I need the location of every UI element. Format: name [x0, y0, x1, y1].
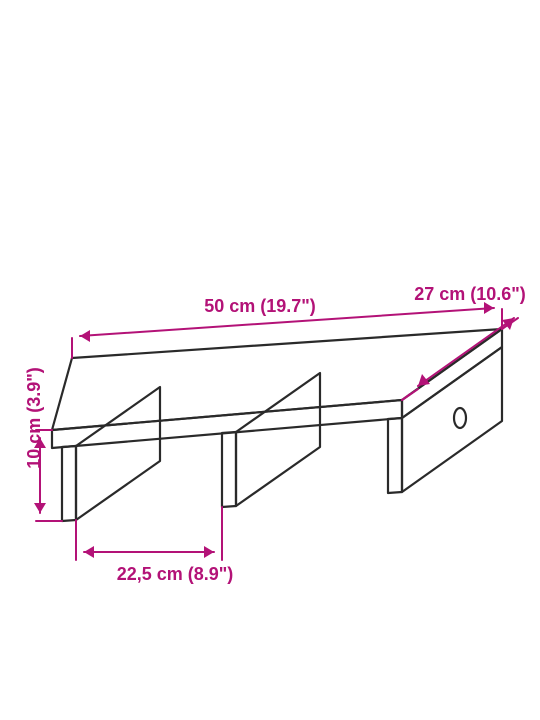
dimension-diagram: 50 cm (19.7") 27 cm (10.6") 10 cm (3.9")…	[0, 0, 540, 720]
dim-height-label: 10 cm (3.9")	[24, 367, 44, 469]
dimension-lines	[34, 302, 518, 560]
dimension-labels: 50 cm (19.7") 27 cm (10.6") 10 cm (3.9")…	[24, 284, 526, 584]
dim-depth-label: 27 cm (10.6")	[414, 284, 526, 304]
dim-width-label: 50 cm (19.7")	[204, 296, 316, 316]
product-outline	[52, 329, 502, 521]
dim-inner-label: 22,5 cm (8.9")	[117, 564, 234, 584]
